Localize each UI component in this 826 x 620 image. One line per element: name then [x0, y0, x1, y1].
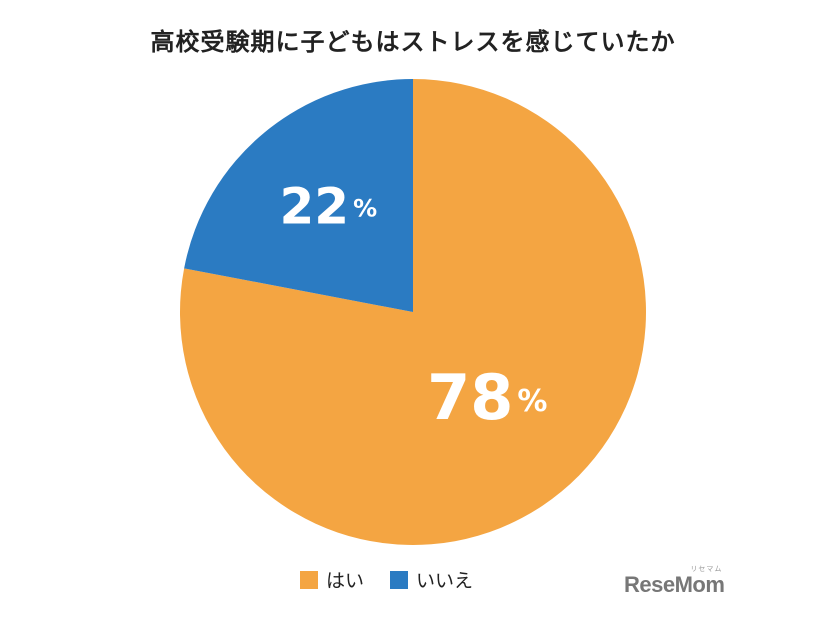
pie-slice-no — [184, 79, 413, 312]
chart-title: 高校受験期に子どもはストレスを感じていたか — [150, 28, 676, 56]
legend-item-yes: はい — [300, 566, 364, 593]
data-label-yes: 78% — [427, 361, 547, 434]
logo-text: ReseMom — [624, 572, 725, 597]
legend: はい いいえ — [300, 566, 473, 593]
legend-label-no: いいえ — [416, 570, 474, 592]
data-label-no: 22% — [280, 177, 378, 235]
legend-label-yes: はい — [326, 570, 365, 592]
logo-ruby: リセマム — [690, 566, 723, 573]
resemom-logo: ReseMom リセマム — [624, 566, 725, 598]
legend-swatch-no — [390, 570, 409, 589]
legend-item-no: いいえ — [390, 566, 473, 593]
legend-swatch-yes — [300, 570, 318, 589]
pie-slice-yes — [179, 79, 646, 545]
